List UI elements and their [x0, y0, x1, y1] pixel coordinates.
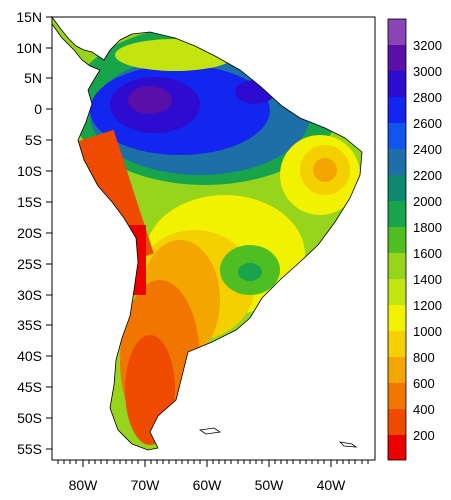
colorbar-swatch	[388, 435, 406, 460]
lat-label: 45S	[17, 379, 42, 395]
colorbar-label: 3200	[413, 38, 442, 53]
colorbar-label: 1000	[413, 324, 442, 339]
region-south-darkgreen	[238, 263, 262, 281]
lat-label: 20S	[17, 225, 42, 241]
lat-label: 0	[34, 101, 42, 117]
colorbar-label: 2000	[413, 194, 442, 209]
lat-tick-0: 15N	[16, 9, 52, 25]
colorbar-swatch	[388, 149, 406, 175]
colorbar-label: 1800	[413, 220, 442, 235]
lat-label: 15N	[16, 9, 42, 25]
lon-tick-0: 80W	[69, 460, 99, 493]
lon-label: 80W	[69, 477, 99, 493]
lat-label: 30S	[17, 287, 42, 303]
lat-tick-10: 35S	[17, 317, 52, 333]
lon-label: 60W	[193, 477, 223, 493]
lon-tick-4: 40W	[317, 460, 347, 493]
colorbar-swatch	[388, 201, 406, 227]
colorbar: 3200 3000 2800 2600 2400 2200 2000 1800 …	[387, 18, 442, 461]
lat-label: 5S	[25, 132, 42, 148]
lat-tick-4: 5S	[25, 132, 52, 148]
lat-tick-9: 30S	[17, 287, 52, 303]
colorbar-swatch	[388, 97, 406, 123]
colorbar-swatch	[388, 123, 406, 149]
colorbar-swatch	[388, 45, 406, 71]
region-amazon-purple	[128, 86, 172, 114]
lat-label: 10S	[17, 163, 42, 179]
lon-tick-2: 60W	[193, 460, 223, 493]
colorbar-swatch	[388, 19, 406, 45]
colorbar-label: 800	[413, 350, 435, 365]
lat-tick-2: 5N	[24, 70, 52, 86]
colorbar-swatch	[388, 331, 406, 357]
colorbar-swatch	[388, 279, 406, 305]
colorbar-swatch	[388, 305, 406, 331]
colorbar-label: 1200	[413, 298, 442, 313]
lon-tick-3: 50W	[255, 460, 285, 493]
lon-label: 70W	[131, 477, 161, 493]
lat-label: 35S	[17, 317, 42, 333]
colorbar-swatch	[388, 357, 406, 383]
lat-label: 25S	[17, 256, 42, 272]
lat-label: 5N	[24, 70, 42, 86]
lat-tick-5: 10S	[17, 163, 52, 179]
colorbar-labels: 3200 3000 2800 2600 2400 2200 2000 1800 …	[413, 38, 442, 443]
colorbar-swatch	[388, 383, 406, 409]
colorbar-label: 600	[413, 376, 435, 391]
lat-label: 15S	[17, 194, 42, 210]
colorbar-swatch	[388, 71, 406, 97]
colorbar-swatches	[388, 19, 406, 460]
continent-outline	[51, 15, 363, 451]
colorbar-outline	[387, 18, 407, 461]
lon-label: 50W	[255, 477, 285, 493]
lat-label: 40S	[17, 348, 42, 364]
colorbar-label: 400	[413, 402, 435, 417]
colorbar-label: 200	[413, 428, 435, 443]
lat-tick-6: 15S	[17, 194, 52, 210]
lon-minor-ticks	[57, 460, 369, 464]
colorbar-label: 2600	[413, 116, 442, 131]
latitude-axis: 15N 10N 5N 0 5S 10S 15S 20S	[16, 9, 52, 457]
colorbar-swatch	[388, 227, 406, 253]
lat-label: 50S	[17, 410, 42, 426]
falkland-islands	[198, 427, 222, 435]
colorbar-label: 1400	[413, 272, 442, 287]
lat-tick-13: 50S	[17, 410, 52, 426]
colorbar-swatch	[388, 175, 406, 201]
lon-label: 40W	[317, 477, 347, 493]
colorbar-label: 2800	[413, 90, 442, 105]
colorbar-swatch	[388, 253, 406, 279]
lat-tick-3: 0	[34, 101, 52, 117]
lat-tick-12: 45S	[17, 379, 52, 395]
lat-label: 55S	[17, 441, 42, 457]
lat-tick-7: 20S	[17, 225, 52, 241]
lat-tick-11: 40S	[17, 348, 52, 364]
lat-tick-1: 10N	[16, 40, 52, 56]
colorbar-swatch	[388, 409, 406, 435]
lat-tick-8: 25S	[17, 256, 52, 272]
longitude-axis: 80W 70W 60W 50W 40W	[57, 460, 369, 493]
region-ne-orange	[313, 158, 337, 182]
colorbar-label: 3000	[413, 64, 442, 79]
colorbar-label: 2400	[413, 142, 442, 157]
lon-tick-1: 70W	[131, 460, 161, 493]
lat-tick-14: 55S	[17, 441, 52, 457]
colorbar-label: 2200	[413, 168, 442, 183]
colorbar-label: 1600	[413, 246, 442, 261]
lat-label: 10N	[16, 40, 42, 56]
south-georgia	[338, 441, 358, 448]
